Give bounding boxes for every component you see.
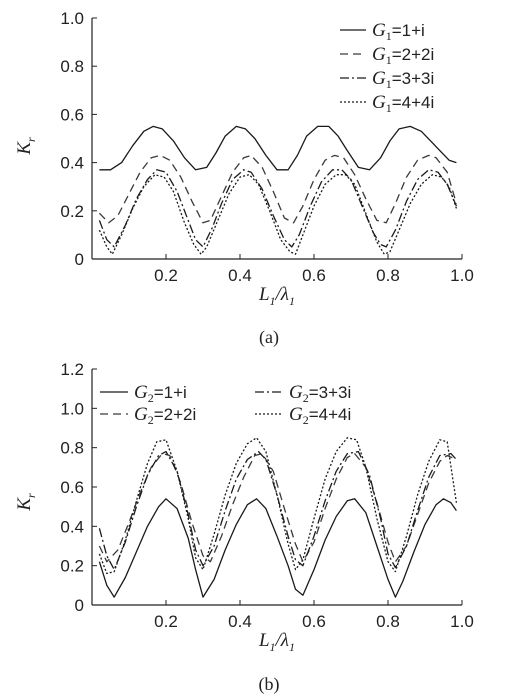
series-line-G2=3+3i xyxy=(98,450,457,571)
legend-label-sub: 2 xyxy=(303,391,309,405)
x-tick-label: 0.6 xyxy=(302,266,326,285)
y-tick-label: 0.8 xyxy=(60,57,84,76)
x-tick-label: 1.0 xyxy=(450,612,474,631)
legend-label-sub: 2 xyxy=(303,413,309,427)
chart-panel-a: 00.20.40.60.81.00.2 0.4 0.6 0.8 1.0KrL1/λ1(a… xyxy=(14,9,474,348)
legend-label-sub: 1 xyxy=(386,77,392,91)
x-axis-label-sub1: 1 xyxy=(270,640,276,654)
legend-label-sub: 2 xyxy=(148,413,154,427)
x-axis-label-sub1: 1 xyxy=(270,294,276,308)
y-tick-label: 0.6 xyxy=(60,478,84,497)
legend-label-sub: 1 xyxy=(386,29,392,43)
legend-label-rest: =4+4i xyxy=(309,405,352,424)
legend-label-main: G xyxy=(289,404,303,425)
y-tick-label: 0.2 xyxy=(60,557,84,576)
y-tick-label: 0.4 xyxy=(60,517,84,536)
legend-label-sub: 1 xyxy=(386,53,392,67)
panel-caption: (b) xyxy=(259,674,280,695)
y-tick-label: 0.8 xyxy=(60,439,84,458)
chart-panel-b: 00.20.40.60.81.01.20.2 0.4 0.6 0.8 1.0KrL1/λ… xyxy=(14,360,474,695)
legend-label-main: G xyxy=(289,382,303,403)
legend-label-rest: =4+4i xyxy=(392,93,435,112)
x-axis-label-sub2: 1 xyxy=(289,640,295,654)
legend-label: G2=2+2i xyxy=(134,404,196,427)
series-line-G1=1+i xyxy=(99,125,457,171)
y-tick-label: 1.2 xyxy=(60,360,84,379)
y-tick-label: 1.0 xyxy=(60,399,84,418)
x-axis-label: L1/λ1 xyxy=(258,630,295,654)
y-axis-label: Kr xyxy=(14,137,38,156)
legend-label-main: G xyxy=(372,68,386,89)
y-tick-label: 1.0 xyxy=(60,9,84,28)
legend-label-main: G xyxy=(372,92,386,113)
y-tick-label: 0.6 xyxy=(60,105,84,124)
y-axis-label: Kr xyxy=(14,493,38,512)
x-tick-label: 1.0 xyxy=(450,266,474,285)
series-line-G2=1+i xyxy=(98,498,457,598)
legend-label-sub: 1 xyxy=(386,101,392,115)
x-tick-label: 0.4 xyxy=(228,612,252,631)
legend-label-main: G xyxy=(372,44,386,65)
series-line-G2=4+4i xyxy=(98,437,458,575)
x-axis-label-sub2: 1 xyxy=(289,294,295,308)
series-line-G1=2+2i xyxy=(98,154,458,224)
panel-caption: (a) xyxy=(259,327,279,348)
y-tick-label: 0.2 xyxy=(60,202,84,221)
legend-label-sub: 2 xyxy=(148,391,154,405)
legend-label-rest: =3+3i xyxy=(309,383,352,402)
x-tick-label: 0.8 xyxy=(376,266,400,285)
x-tick-label: 0.6 xyxy=(302,612,326,631)
x-axis-label: L1/λ1 xyxy=(258,284,295,308)
x-tick-label: 0.2 xyxy=(154,612,178,631)
y-axis-label-sub: r xyxy=(24,137,38,142)
legend-label-rest: =2+2i xyxy=(154,405,197,424)
x-tick-label: 0.8 xyxy=(376,612,400,631)
legend-label: G2=1+i xyxy=(134,382,187,405)
series-line-G1=3+3i xyxy=(98,169,457,248)
legend-label-rest: =1+i xyxy=(154,383,187,402)
legend-label: G1=4+4i xyxy=(372,92,434,115)
legend-label: G1=3+3i xyxy=(372,68,434,91)
x-tick-label: 0.2 xyxy=(154,266,178,285)
y-tick-label: 0 xyxy=(75,250,84,269)
x-axis-label-slash: /λ xyxy=(275,284,290,305)
legend-label: G2=3+3i xyxy=(289,382,351,405)
x-axis-label-main: L xyxy=(258,284,270,305)
y-axis-label-main: K xyxy=(14,141,35,156)
y-tick-label: 0.4 xyxy=(60,154,84,173)
y-axis-label-main: K xyxy=(14,497,35,512)
y-tick-label: 0 xyxy=(75,596,84,615)
series-line-G2=2+2i xyxy=(98,452,457,563)
y-axis-label-sub: r xyxy=(24,493,38,498)
legend-label-rest: =3+3i xyxy=(392,69,435,88)
legend-label: G1=2+2i xyxy=(372,44,434,67)
series-line-G1=4+4i xyxy=(98,174,458,255)
x-axis-label-main: L xyxy=(258,630,270,651)
legend-label-main: G xyxy=(134,382,148,403)
legend-label: G2=4+4i xyxy=(289,404,351,427)
legend-label: G1=1+i xyxy=(372,20,425,43)
legend-label-main: G xyxy=(372,20,386,41)
x-axis-label-slash: /λ xyxy=(275,630,290,651)
legend-label-main: G xyxy=(134,404,148,425)
legend-label-rest: =2+2i xyxy=(392,45,435,64)
legend-label-rest: =1+i xyxy=(392,21,425,40)
x-tick-label: 0.4 xyxy=(228,266,252,285)
